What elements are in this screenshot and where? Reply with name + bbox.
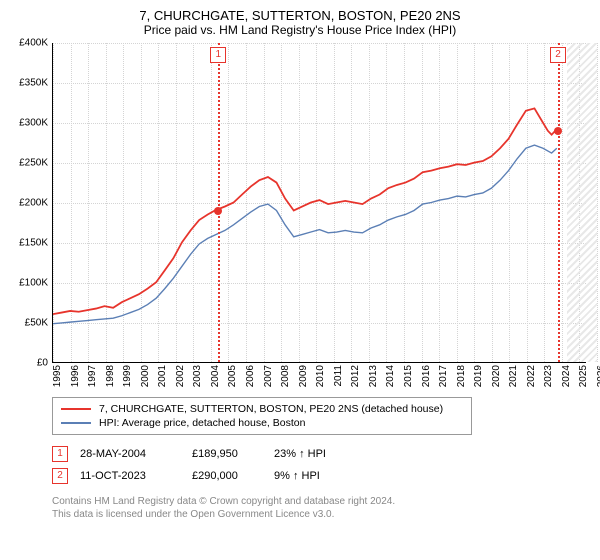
- x-axis: 1995 1996 1997 1998 1999 2000 2001 2002 2003 2004…: [52, 363, 586, 393]
- footer-attribution: Contains HM Land Registry data © Crown c…: [52, 495, 590, 521]
- legend-row: HPI: Average price, detached house, Bost…: [61, 416, 463, 430]
- y-tick-label: £100K: [19, 278, 48, 289]
- sale-price: £290,000: [192, 470, 262, 482]
- x-tick-label: 2010: [315, 365, 326, 387]
- x-tick-label: 2026: [596, 365, 600, 387]
- x-tick-label: 2017: [438, 365, 449, 387]
- legend-label: HPI: Average price, detached house, Bost…: [99, 417, 305, 429]
- x-tick-label: 1998: [105, 365, 116, 387]
- x-tick-label: 2014: [385, 365, 396, 387]
- chart-title: 7, CHURCHGATE, SUTTERTON, BOSTON, PE20 2…: [10, 8, 590, 23]
- sales-table: 1 28-MAY-2004 £189,950 23% ↑ HPI 2 11-OCT-202…: [52, 443, 590, 487]
- sale-row: 1 28-MAY-2004 £189,950 23% ↑ HPI: [52, 443, 590, 465]
- x-tick-label: 2021: [508, 365, 519, 387]
- x-tick-label: 2022: [526, 365, 537, 387]
- y-tick-label: £50K: [25, 318, 48, 329]
- y-tick-label: £200K: [19, 198, 48, 209]
- x-tick-label: 2000: [140, 365, 151, 387]
- legend: 7, CHURCHGATE, SUTTERTON, BOSTON, PE20 2…: [52, 397, 472, 435]
- x-tick-label: 2012: [350, 365, 361, 387]
- marker-box: 1: [210, 47, 226, 63]
- chart-subtitle: Price paid vs. HM Land Registry's House …: [10, 23, 590, 37]
- x-tick-label: 2024: [561, 365, 572, 387]
- x-tick-label: 2001: [157, 365, 168, 387]
- x-tick-label: 2007: [263, 365, 274, 387]
- x-tick-label: 2018: [456, 365, 467, 387]
- x-tick-label: 2004: [210, 365, 221, 387]
- x-tick-label: 1997: [87, 365, 98, 387]
- marker-box: 2: [550, 47, 566, 63]
- y-tick-label: £0: [37, 358, 48, 369]
- chart-area: £0£50K£100K£150K£200K£250K£300K£350K£400…: [10, 43, 590, 393]
- x-tick-label: 2011: [333, 365, 344, 387]
- x-tick-label: 2003: [192, 365, 203, 387]
- y-tick-label: £300K: [19, 118, 48, 129]
- plot-area: 12: [52, 43, 586, 363]
- legend-swatch: [61, 422, 91, 424]
- sale-pct: 23% ↑ HPI: [274, 448, 354, 460]
- series-line-hpi: [53, 145, 557, 324]
- sale-date: 11-OCT-2023: [80, 470, 180, 482]
- x-tick-label: 2016: [421, 365, 432, 387]
- x-tick-label: 2009: [298, 365, 309, 387]
- x-tick-label: 2019: [473, 365, 484, 387]
- marker-line: [558, 43, 560, 362]
- marker-dot: [554, 127, 562, 135]
- legend-label: 7, CHURCHGATE, SUTTERTON, BOSTON, PE20 2…: [99, 403, 443, 415]
- x-tick-label: 2006: [245, 365, 256, 387]
- y-tick-label: £250K: [19, 158, 48, 169]
- marker-line: [218, 43, 220, 362]
- x-tick-label: 2023: [543, 365, 554, 387]
- y-tick-label: £150K: [19, 238, 48, 249]
- sale-marker: 2: [52, 468, 68, 484]
- x-tick-label: 2015: [403, 365, 414, 387]
- sale-row: 2 11-OCT-2023 £290,000 9% ↑ HPI: [52, 465, 590, 487]
- footer-line2: This data is licensed under the Open Gov…: [52, 508, 590, 521]
- marker-dot: [214, 207, 222, 215]
- sale-date: 28-MAY-2004: [80, 448, 180, 460]
- x-tick-label: 2025: [578, 365, 589, 387]
- x-tick-label: 1999: [122, 365, 133, 387]
- x-tick-label: 1996: [70, 365, 81, 387]
- sale-marker: 1: [52, 446, 68, 462]
- y-tick-label: £400K: [19, 38, 48, 49]
- series-line-property: [53, 108, 557, 314]
- x-tick-label: 2020: [491, 365, 502, 387]
- footer-line1: Contains HM Land Registry data © Crown c…: [52, 495, 590, 508]
- x-tick-label: 1995: [52, 365, 63, 387]
- legend-row: 7, CHURCHGATE, SUTTERTON, BOSTON, PE20 2…: [61, 402, 463, 416]
- legend-swatch: [61, 408, 91, 410]
- sale-price: £189,950: [192, 448, 262, 460]
- y-axis: £0£50K£100K£150K£200K£250K£300K£350K£400…: [10, 43, 52, 363]
- x-tick-label: 2002: [175, 365, 186, 387]
- x-tick-label: 2008: [280, 365, 291, 387]
- x-tick-label: 2005: [227, 365, 238, 387]
- x-tick-label: 2013: [368, 365, 379, 387]
- y-tick-label: £350K: [19, 78, 48, 89]
- sale-pct: 9% ↑ HPI: [274, 470, 354, 482]
